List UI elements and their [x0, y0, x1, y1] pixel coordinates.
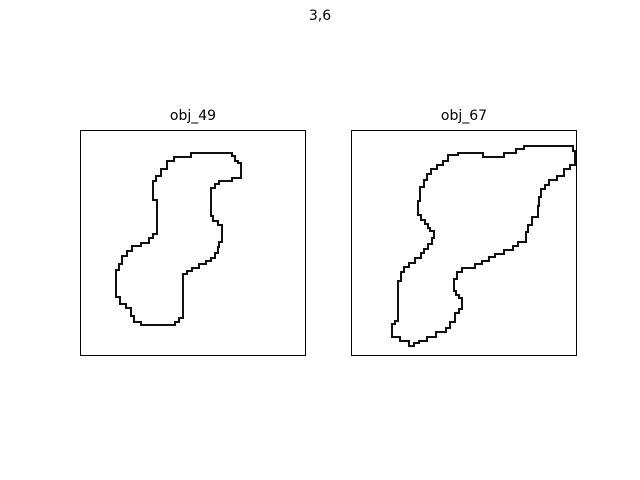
panel-title-left: obj_49: [169, 108, 217, 124]
panel-left: [80, 130, 306, 356]
panel-title-right: obj_67: [440, 108, 488, 124]
object-outline-right: [391, 145, 576, 347]
contour-obj-49: [115, 152, 242, 326]
figure-title: 3,6: [308, 8, 332, 24]
object-outline-left: [115, 152, 242, 326]
panel-right: [351, 130, 577, 356]
contour-obj-67: [391, 145, 576, 347]
